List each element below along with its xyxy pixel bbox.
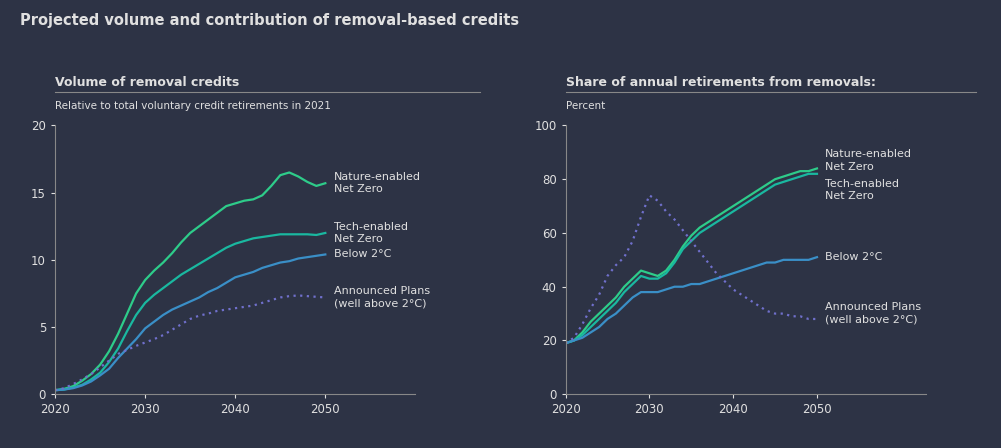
Text: Percent: Percent (566, 101, 605, 111)
Text: Announced Plans
(well above 2°C): Announced Plans (well above 2°C) (334, 286, 430, 309)
Text: Nature-enabled
Net Zero: Nature-enabled Net Zero (334, 172, 421, 194)
Text: Below 2°C: Below 2°C (826, 252, 883, 262)
Text: Projected volume and contribution of removal-based credits: Projected volume and contribution of rem… (20, 13, 520, 28)
Text: Tech-enabled
Net Zero: Tech-enabled Net Zero (826, 179, 899, 201)
Text: Tech-enabled
Net Zero: Tech-enabled Net Zero (334, 222, 408, 244)
Text: Announced Plans
(well above 2°C): Announced Plans (well above 2°C) (826, 302, 922, 325)
Text: Below 2°C: Below 2°C (334, 250, 391, 259)
Text: Nature-enabled
Net Zero: Nature-enabled Net Zero (826, 149, 912, 172)
Text: Volume of removal credits: Volume of removal credits (55, 76, 239, 89)
Text: Relative to total voluntary credit retirements in 2021: Relative to total voluntary credit retir… (55, 101, 331, 111)
Text: Share of annual retirements from removals:: Share of annual retirements from removal… (566, 76, 876, 89)
